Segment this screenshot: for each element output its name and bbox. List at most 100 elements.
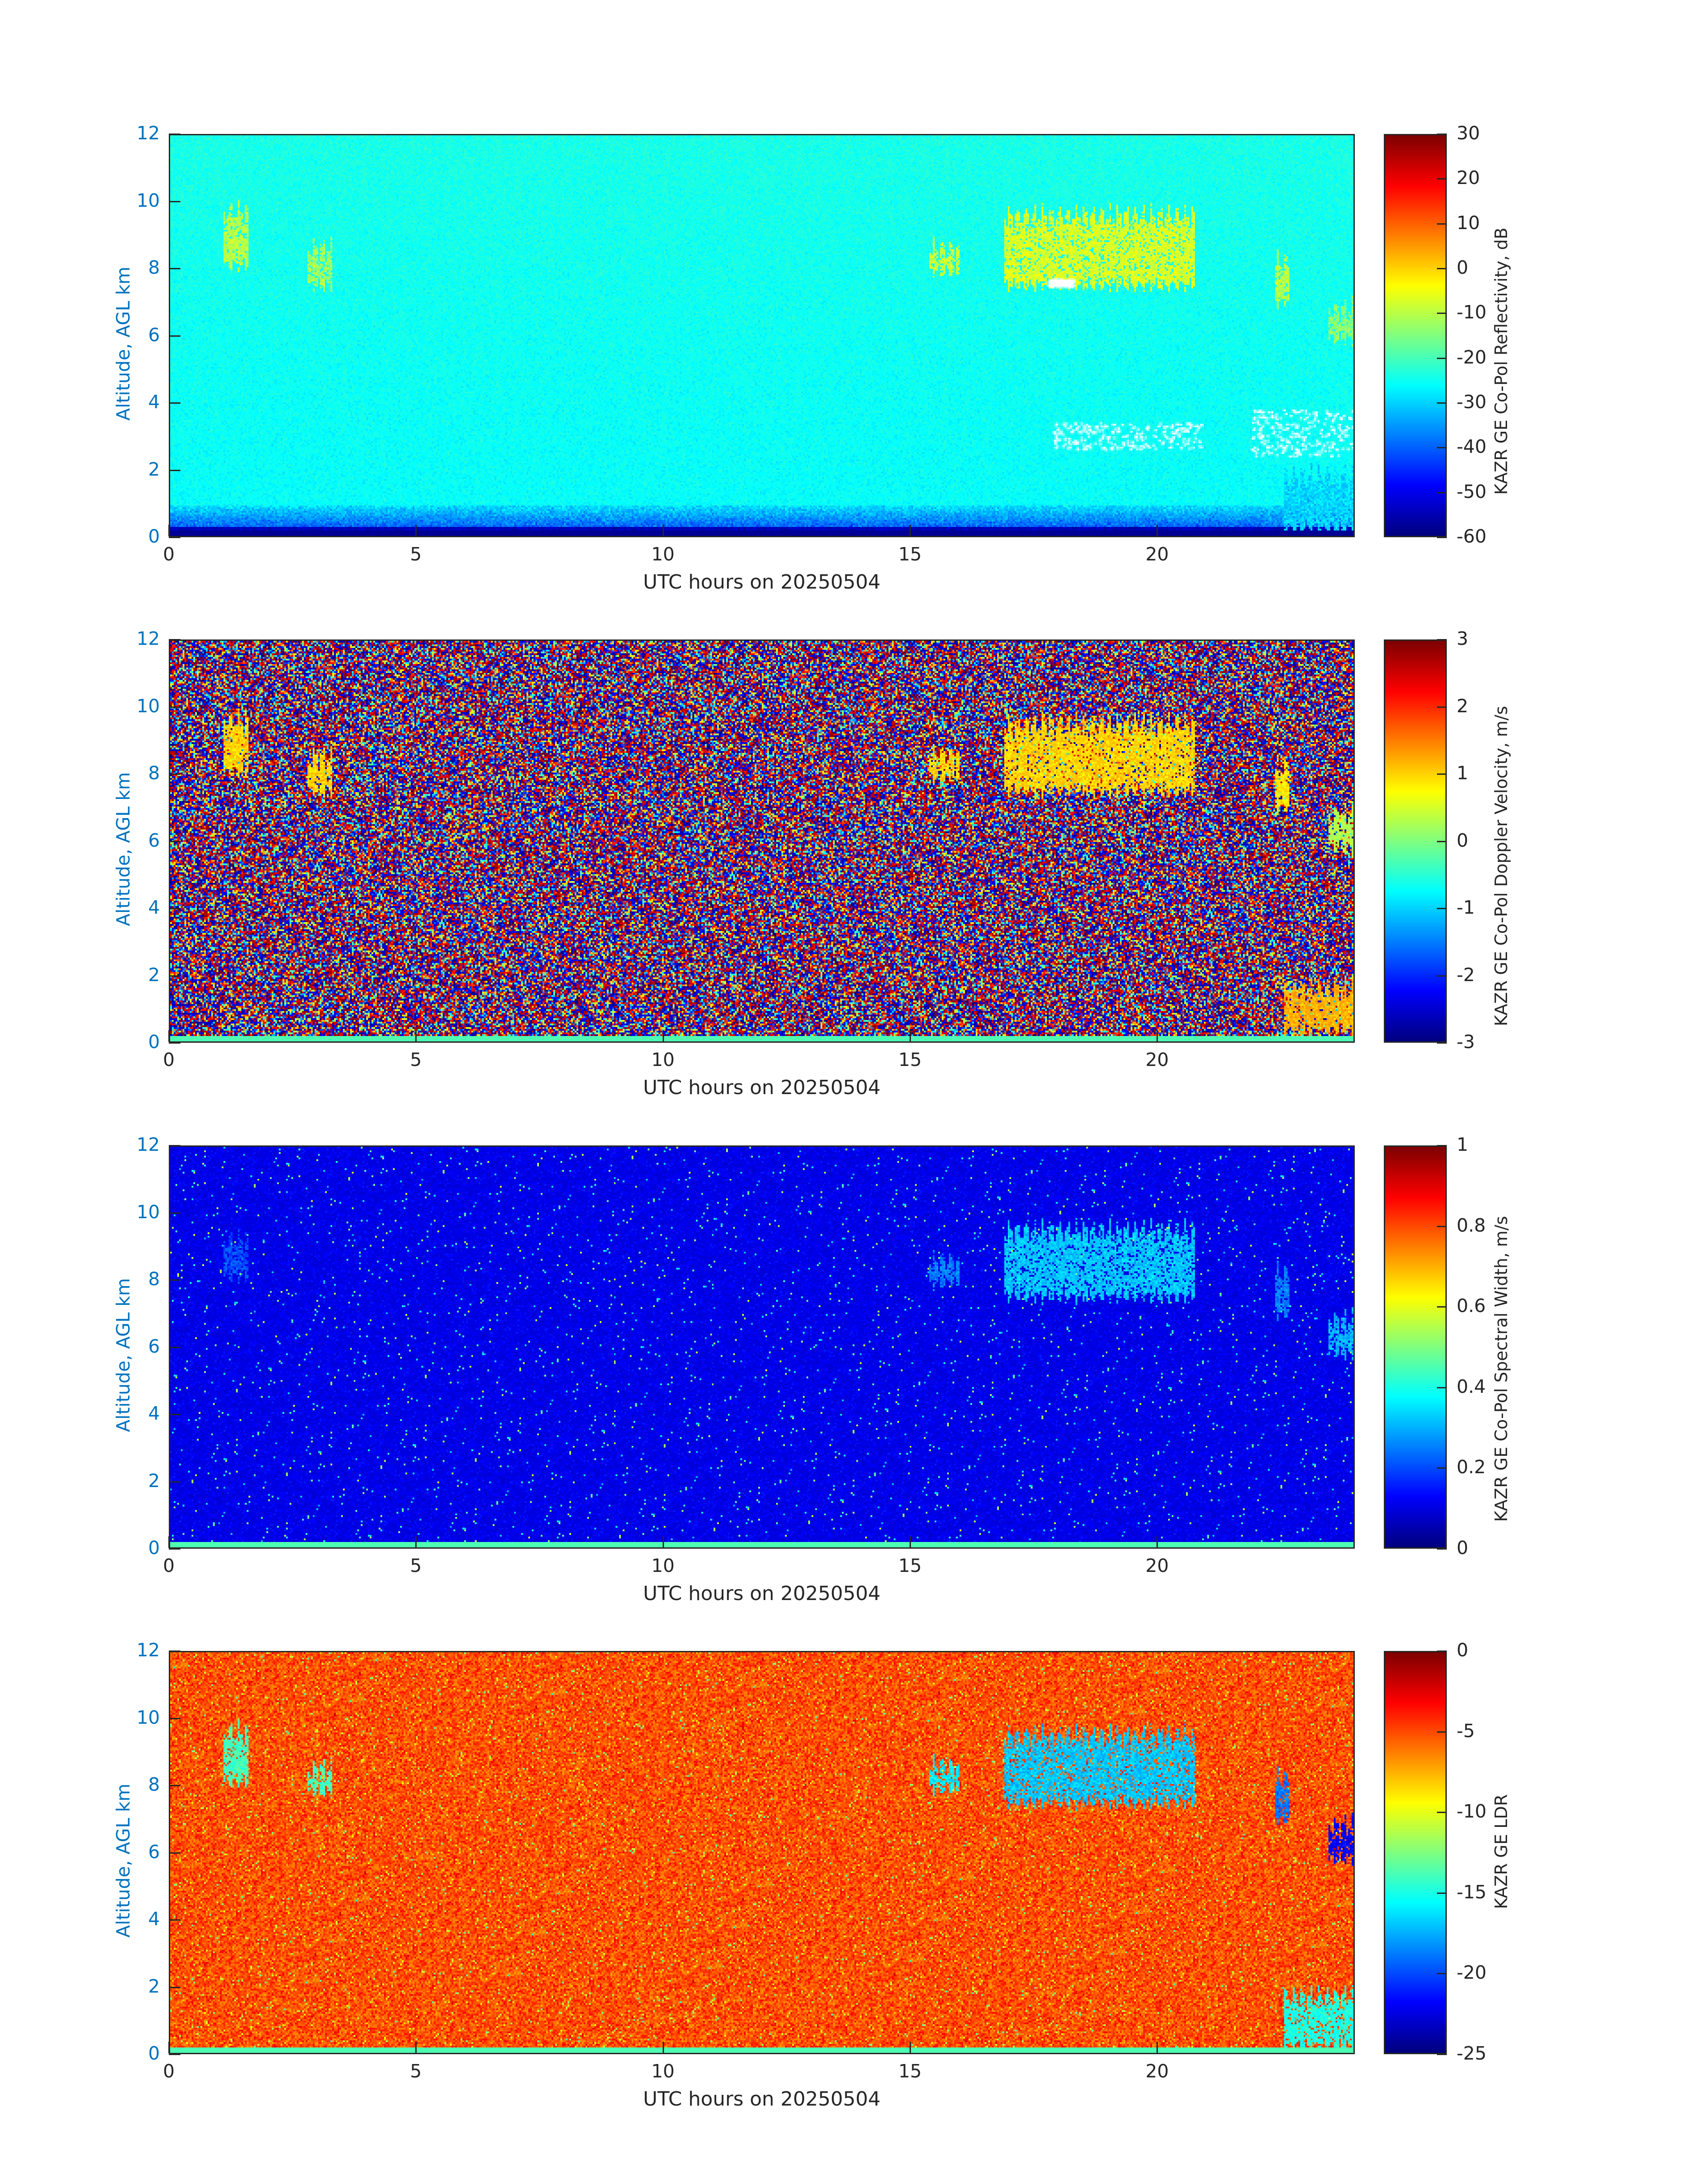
y-tick-mark — [169, 268, 180, 269]
colorbar-tick-label: 30 — [1457, 122, 1480, 144]
colorbar-tick-label: 0 — [1457, 829, 1469, 851]
y-tick-label: 0 — [148, 1031, 160, 1053]
y-tick-mark — [169, 1346, 180, 1348]
x-tick-mark — [910, 1030, 911, 1042]
y-tick-label: 4 — [148, 897, 160, 918]
x-tick-label: 20 — [1145, 2060, 1169, 2082]
y-tick-label: 12 — [136, 1639, 160, 1661]
y-tick-mark — [169, 639, 180, 640]
colorbar-tick-label: -5 — [1457, 1720, 1475, 1742]
y-tick-label: 2 — [148, 458, 160, 480]
y-tick-label: 0 — [148, 526, 160, 547]
colorbar-tick-label: -15 — [1457, 1881, 1487, 1903]
y-tick-mark — [169, 1414, 180, 1415]
x-tick-mark — [1157, 1536, 1158, 1548]
y-tick-mark — [169, 1481, 180, 1483]
y-tick-label: 10 — [136, 695, 160, 717]
y-tick-label: 10 — [136, 1706, 160, 1728]
colorbar-tick-label: 0 — [1457, 1639, 1469, 1661]
colorbar-tick-mark — [1437, 706, 1447, 708]
colorbar-tick-label: 0 — [1457, 1537, 1469, 1559]
y-tick-label: 8 — [148, 257, 160, 278]
x-tick-label: 0 — [163, 2060, 175, 2082]
y-tick-mark — [169, 1042, 180, 1044]
colorbar-tick-mark — [1437, 402, 1447, 404]
y-tick-label: 8 — [148, 1774, 160, 1795]
colorbar-tick-label: -60 — [1457, 526, 1487, 547]
x-tick-mark — [415, 1030, 417, 1042]
colorbar-tick-label: -3 — [1457, 1031, 1475, 1053]
colorbar-tick-mark — [1437, 537, 1447, 538]
colorbar-tick-mark — [1437, 492, 1447, 493]
x-tick-label: 15 — [898, 2060, 922, 2082]
x-tick-mark — [662, 1030, 664, 1042]
colorbar-tick-label: 3 — [1457, 628, 1469, 649]
y-tick-mark — [169, 537, 180, 538]
y-tick-label: 6 — [148, 829, 160, 851]
x-tick-label: 15 — [898, 543, 922, 565]
x-tick-mark — [415, 2042, 417, 2053]
heatmap-plot — [169, 1651, 1355, 2054]
x-tick-mark — [415, 1536, 417, 1548]
y-tick-mark — [169, 840, 180, 842]
colorbar-tick-mark — [1437, 1548, 1447, 1550]
x-tick-label: 10 — [651, 1555, 675, 1576]
colorbar-tick-mark — [1437, 1387, 1447, 1388]
heatmap-canvas — [170, 135, 1353, 536]
x-tick-label: 20 — [1145, 1555, 1169, 1576]
y-tick-label: 4 — [148, 1403, 160, 1424]
y-tick-mark — [169, 1279, 180, 1281]
x-tick-mark — [910, 1536, 911, 1548]
x-tick-mark — [1157, 525, 1158, 536]
colorbar-tick-mark — [1437, 447, 1447, 449]
y-tick-mark — [169, 706, 180, 708]
colorbar-canvas — [1385, 641, 1445, 1041]
colorbar-tick-label: -2 — [1457, 964, 1475, 986]
y-tick-label: 8 — [148, 762, 160, 784]
colorbar-canvas — [1385, 1652, 1445, 2053]
x-tick-mark — [415, 525, 417, 536]
x-axis-label: UTC hours on 20250504 — [643, 1582, 881, 1605]
y-tick-mark — [169, 1986, 180, 1988]
x-tick-mark — [910, 525, 911, 536]
x-tick-label: 5 — [410, 1555, 422, 1576]
colorbar-tick-label: 20 — [1457, 167, 1480, 189]
colorbar-tick-label: -1 — [1457, 897, 1475, 918]
y-tick-label: 6 — [148, 1335, 160, 1357]
colorbar-tick-mark — [1437, 908, 1447, 909]
y-tick-mark — [169, 1852, 180, 1854]
y-tick-label: 4 — [148, 391, 160, 413]
x-tick-label: 10 — [651, 1049, 675, 1070]
x-tick-label: 0 — [163, 1049, 175, 1070]
colorbar-tick-mark — [1437, 1306, 1447, 1308]
colorbar-label: KAZR GE Co-Pol Reflectivity, dB — [1491, 227, 1511, 495]
y-tick-mark — [169, 773, 180, 775]
y-tick-mark — [169, 975, 180, 977]
y-tick-label: 2 — [148, 1470, 160, 1492]
colorbar-tick-mark — [1437, 1892, 1447, 1894]
x-tick-label: 5 — [410, 2060, 422, 2082]
colorbar-canvas — [1385, 135, 1445, 536]
colorbar-tick-mark — [1437, 268, 1447, 269]
y-tick-label: 6 — [148, 324, 160, 346]
y-tick-mark — [169, 402, 180, 404]
heatmap-plot — [169, 639, 1355, 1043]
colorbar-tick-label: -10 — [1457, 301, 1487, 323]
x-tick-mark — [662, 1536, 664, 1548]
colorbar-tick-mark — [1437, 1467, 1447, 1469]
x-tick-label: 5 — [410, 543, 422, 565]
x-tick-label: 5 — [410, 1049, 422, 1070]
colorbar-tick-label: -10 — [1457, 1801, 1487, 1822]
x-axis-label: UTC hours on 20250504 — [643, 1076, 881, 1099]
x-tick-mark — [168, 525, 170, 536]
x-tick-mark — [168, 1536, 170, 1548]
x-tick-mark — [910, 2042, 911, 2053]
colorbar — [1384, 1651, 1447, 2054]
colorbar — [1384, 1145, 1447, 1549]
colorbar-tick-mark — [1437, 773, 1447, 775]
y-tick-label: 8 — [148, 1268, 160, 1290]
y-tick-label: 12 — [136, 122, 160, 144]
x-tick-mark — [168, 2042, 170, 2053]
y-tick-mark — [169, 1548, 180, 1550]
y-tick-label: 2 — [148, 964, 160, 986]
